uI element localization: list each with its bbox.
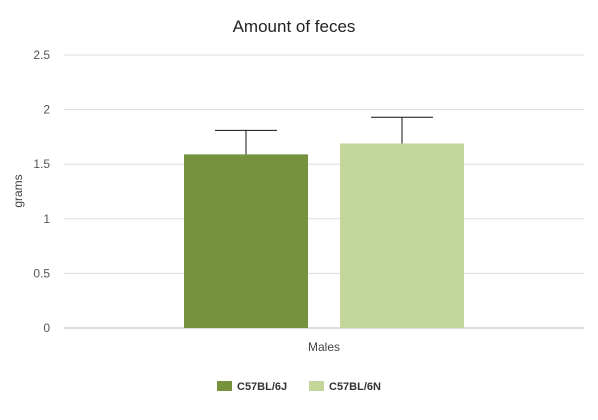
legend-label: C57BL/6J: [237, 381, 287, 393]
legend: C57BL/6J C57BL/6N: [217, 381, 381, 393]
y-tick-label: 2: [43, 103, 50, 117]
y-tick-label: 1.5: [33, 157, 50, 171]
y-tick-labels: 0 0.5 1 1.5 2 2.5: [33, 48, 50, 335]
x-category-label: Males: [308, 340, 340, 354]
bar: [340, 143, 464, 328]
legend-label: C57BL/6N: [329, 381, 381, 393]
gridlines: [64, 54, 584, 329]
legend-swatch: [217, 381, 232, 391]
legend-swatch: [309, 381, 324, 391]
error-bars: [215, 116, 433, 155]
y-tick-label: 1: [43, 212, 50, 226]
chart-title: Amount of feces: [233, 17, 356, 36]
y-axis-title: grams: [11, 174, 25, 207]
bars: [184, 143, 464, 328]
bar: [184, 154, 308, 328]
y-tick-label: 2.5: [33, 48, 50, 62]
y-tick-label: 0.5: [33, 266, 50, 280]
y-tick-label: 0: [43, 321, 50, 335]
